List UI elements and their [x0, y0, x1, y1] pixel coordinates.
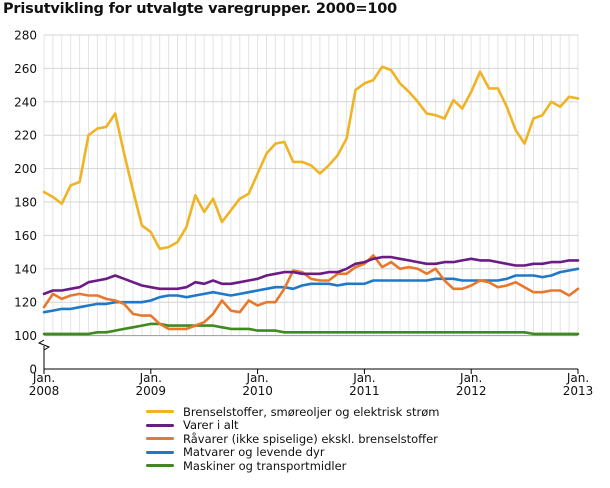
- series-line-0: [42, 65, 580, 251]
- y-tick-label: 100: [14, 329, 37, 343]
- y-tick-label: 280: [14, 29, 37, 43]
- x-tick-label-month: Jan.: [139, 371, 162, 385]
- series-lines: [42, 65, 580, 336]
- y-tick-label: 200: [14, 162, 37, 176]
- x-tick-label-year: 2013: [563, 384, 594, 398]
- x-tick-label-month: Jan.: [352, 371, 375, 385]
- y-tick-label: 180: [14, 196, 37, 210]
- x-tick-label-year: 2010: [242, 384, 273, 398]
- y-tick-label: 240: [14, 95, 37, 109]
- y-tick-label: 220: [14, 129, 37, 143]
- tick-labels: 0100120140160180200220240260280Jan.2008J…: [14, 29, 593, 399]
- y-tick-label: 260: [14, 62, 37, 76]
- x-tick-label-year: 2008: [29, 384, 60, 398]
- y-tick-label: 140: [14, 262, 37, 276]
- series-line-4: [42, 322, 580, 336]
- legend-item: Råvarer (ikke spiselige) ekskl. brensels…: [146, 432, 606, 446]
- x-tick-label-month: Jan.: [32, 371, 55, 385]
- legend-label: Varer i alt: [183, 418, 239, 433]
- x-tick-label-month: Jan.: [566, 371, 589, 385]
- line-chart: 0100120140160180200220240260280Jan.2008J…: [14, 29, 593, 399]
- x-tick-label-year: 2009: [136, 384, 167, 398]
- legend-swatch: [146, 437, 174, 441]
- x-tick-label-year: 2012: [456, 384, 487, 398]
- x-tick-label-year: 2011: [349, 384, 380, 398]
- legend-item: Maskiner og transportmidler: [146, 459, 606, 473]
- axis-break-marker: [37, 339, 51, 351]
- legend-swatch: [146, 464, 174, 468]
- series-line-1: [42, 255, 580, 296]
- legend-label: Matvarer og levende dyr: [183, 445, 325, 460]
- legend-item: Varer i alt: [146, 418, 606, 433]
- legend-item: Brenselstoffer, smøreoljer og elektrisk …: [146, 405, 606, 419]
- axes: [37, 339, 579, 374]
- y-tick-label: 120: [14, 296, 37, 310]
- legend-label: Råvarer (ikke spiselige) ekskl. brensels…: [183, 431, 438, 446]
- grid-lines: [43, 34, 579, 337]
- legend-swatch: [146, 410, 174, 414]
- legend: Brenselstoffer, smøreoljer og elektrisk …: [146, 405, 606, 473]
- legend-label: Maskiner og transportmidler: [183, 458, 347, 473]
- legend-item: Matvarer og levende dyr: [146, 445, 606, 460]
- series-line-3: [42, 267, 580, 314]
- legend-label: Brenselstoffer, smøreoljer og elektrisk …: [183, 404, 440, 419]
- y-tick-label: 0: [29, 363, 37, 377]
- legend-swatch: [146, 450, 174, 454]
- x-tick-label-month: Jan.: [245, 371, 268, 385]
- legend-swatch: [146, 423, 174, 427]
- x-tick-label-month: Jan.: [459, 371, 482, 385]
- y-tick-label: 160: [14, 229, 37, 243]
- chart-title: Prisutvikling for utvalgte varegrupper. …: [3, 1, 397, 17]
- series-line-2: [42, 254, 580, 331]
